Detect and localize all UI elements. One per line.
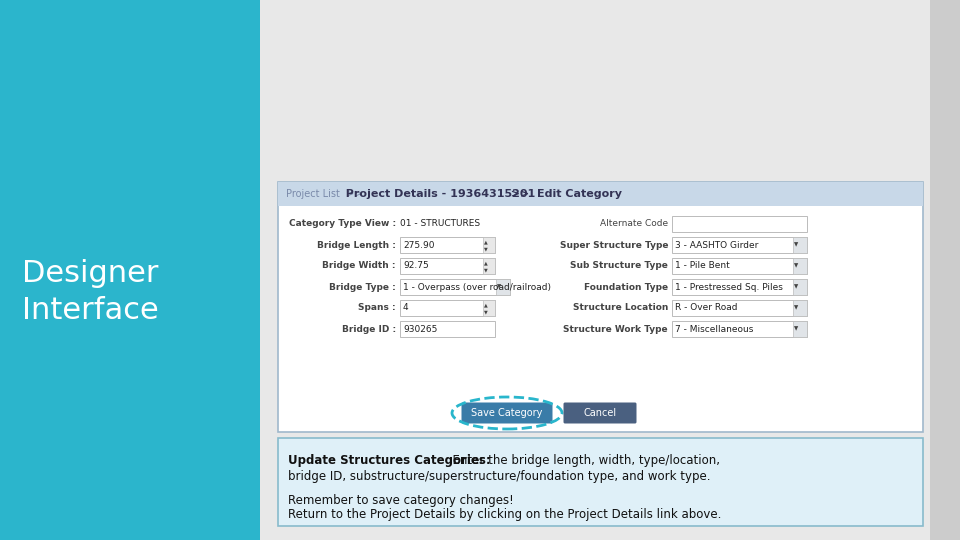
Text: ▼: ▼ bbox=[497, 285, 501, 289]
FancyBboxPatch shape bbox=[483, 258, 495, 274]
Text: Enter the bridge length, width, type/location,: Enter the bridge length, width, type/loc… bbox=[444, 454, 720, 467]
FancyBboxPatch shape bbox=[278, 182, 923, 432]
FancyBboxPatch shape bbox=[483, 300, 495, 316]
Text: 92.75: 92.75 bbox=[403, 261, 429, 271]
Text: ▼: ▼ bbox=[794, 242, 798, 247]
FancyBboxPatch shape bbox=[793, 258, 807, 274]
Text: Structure Location: Structure Location bbox=[572, 303, 668, 313]
Text: 275.90: 275.90 bbox=[403, 240, 435, 249]
Text: ▼: ▼ bbox=[484, 267, 488, 272]
Text: Category Type View :: Category Type View : bbox=[289, 219, 396, 228]
Text: ▼: ▼ bbox=[794, 306, 798, 310]
Text: Project Details - 19364315201: Project Details - 19364315201 bbox=[338, 189, 536, 199]
FancyBboxPatch shape bbox=[672, 279, 807, 295]
Text: Structure Work Type: Structure Work Type bbox=[564, 325, 668, 334]
Text: bridge ID, substructure/superstructure/foundation type, and work type.: bridge ID, substructure/superstructure/f… bbox=[288, 470, 710, 483]
FancyBboxPatch shape bbox=[462, 402, 553, 423]
Text: Sub Structure Type: Sub Structure Type bbox=[570, 261, 668, 271]
FancyBboxPatch shape bbox=[793, 321, 807, 337]
Text: ▲: ▲ bbox=[484, 260, 488, 265]
Text: ▼: ▼ bbox=[484, 309, 488, 314]
FancyBboxPatch shape bbox=[400, 237, 495, 253]
FancyBboxPatch shape bbox=[672, 300, 807, 316]
Text: 7 - Miscellaneous: 7 - Miscellaneous bbox=[675, 325, 754, 334]
FancyBboxPatch shape bbox=[793, 237, 807, 253]
Text: ▼: ▼ bbox=[794, 264, 798, 268]
FancyBboxPatch shape bbox=[930, 0, 960, 540]
Text: Spans :: Spans : bbox=[358, 303, 396, 313]
FancyBboxPatch shape bbox=[278, 438, 923, 526]
FancyBboxPatch shape bbox=[400, 258, 495, 274]
Text: 01 - STRUCTURES: 01 - STRUCTURES bbox=[400, 219, 480, 228]
Text: 1 - Overpass (over road/railroad): 1 - Overpass (over road/railroad) bbox=[403, 282, 551, 292]
Text: Update Structures Categories:: Update Structures Categories: bbox=[288, 454, 491, 467]
FancyBboxPatch shape bbox=[483, 237, 495, 253]
Text: ▼: ▼ bbox=[484, 246, 488, 251]
FancyBboxPatch shape bbox=[672, 216, 807, 232]
Text: ▼: ▼ bbox=[794, 327, 798, 332]
FancyBboxPatch shape bbox=[672, 258, 807, 274]
Text: ▼: ▼ bbox=[794, 285, 798, 289]
FancyBboxPatch shape bbox=[400, 321, 495, 337]
Text: Bridge ID :: Bridge ID : bbox=[342, 325, 396, 334]
Text: R - Over Road: R - Over Road bbox=[675, 303, 737, 313]
FancyBboxPatch shape bbox=[672, 321, 807, 337]
FancyBboxPatch shape bbox=[278, 182, 923, 206]
FancyBboxPatch shape bbox=[793, 300, 807, 316]
Text: Bridge Length :: Bridge Length : bbox=[317, 240, 396, 249]
Text: ▲: ▲ bbox=[484, 239, 488, 244]
Text: Alternate Code: Alternate Code bbox=[600, 219, 668, 228]
FancyBboxPatch shape bbox=[672, 237, 807, 253]
FancyBboxPatch shape bbox=[496, 279, 510, 295]
Text: Designer
Interface: Designer Interface bbox=[22, 259, 158, 325]
Text: 1 - Prestressed Sq. Piles: 1 - Prestressed Sq. Piles bbox=[675, 282, 782, 292]
Text: Cancel: Cancel bbox=[584, 408, 616, 418]
Text: Remember to save category changes!: Remember to save category changes! bbox=[288, 494, 514, 507]
FancyBboxPatch shape bbox=[400, 300, 495, 316]
FancyBboxPatch shape bbox=[400, 279, 510, 295]
FancyBboxPatch shape bbox=[564, 402, 636, 423]
Text: Bridge Width :: Bridge Width : bbox=[323, 261, 396, 271]
FancyBboxPatch shape bbox=[0, 0, 260, 540]
Text: Foundation Type: Foundation Type bbox=[584, 282, 668, 292]
Text: >>  Edit Category: >> Edit Category bbox=[503, 189, 622, 199]
Text: Super Structure Type: Super Structure Type bbox=[560, 240, 668, 249]
Text: 930265: 930265 bbox=[403, 325, 438, 334]
Text: Return to the Project Details by clicking on the Project Details link above.: Return to the Project Details by clickin… bbox=[288, 508, 721, 521]
Text: 4: 4 bbox=[403, 303, 409, 313]
Text: 3 - AASHTO Girder: 3 - AASHTO Girder bbox=[675, 240, 758, 249]
Text: Bridge Type :: Bridge Type : bbox=[329, 282, 396, 292]
Text: 1 - Pile Bent: 1 - Pile Bent bbox=[675, 261, 730, 271]
Text: Project List  >>: Project List >> bbox=[286, 189, 362, 199]
Text: ▲: ▲ bbox=[484, 302, 488, 307]
Text: Save Category: Save Category bbox=[471, 408, 542, 418]
FancyBboxPatch shape bbox=[793, 279, 807, 295]
